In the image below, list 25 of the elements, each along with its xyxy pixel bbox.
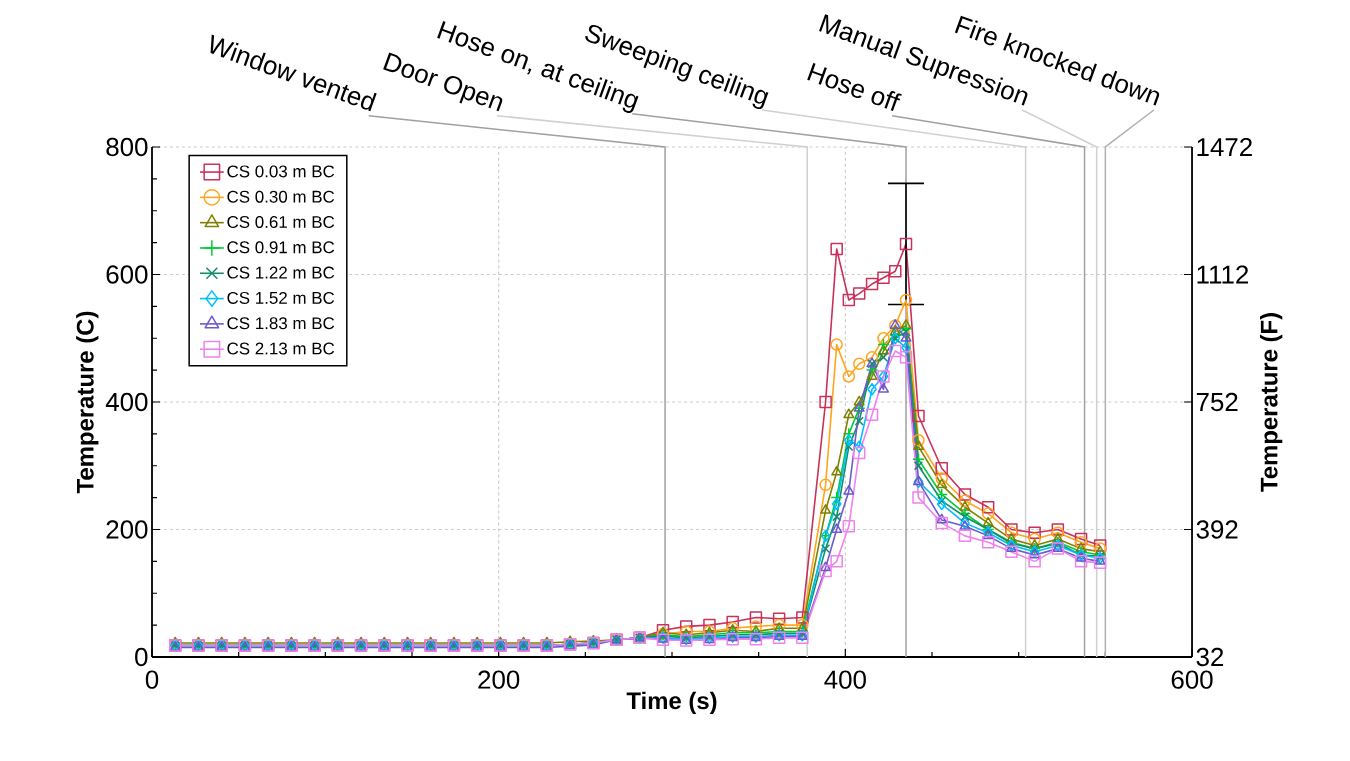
y2-tick-label: 1112 — [1197, 265, 1249, 284]
y-tick-label: 0 — [135, 647, 148, 667]
legend-label: CS 0.30 m BC — [227, 190, 335, 203]
x-tick-label: 400 — [824, 670, 866, 689]
y2-tick-label: 32 — [1196, 647, 1224, 667]
y2-tick-label: 392 — [1196, 520, 1238, 539]
y2-tick-label: 1472 — [1197, 137, 1252, 157]
legend-label: CS 1.52 m BC — [227, 291, 335, 304]
legend-label: CS 0.91 m BC — [227, 241, 335, 254]
y-tick-label: 200 — [106, 520, 148, 539]
legend-label: CS 2.13 m BC — [227, 342, 335, 355]
y-tick-label: 400 — [105, 392, 148, 412]
legend-label: CS 0.03 m BC — [227, 165, 335, 178]
legend-label: CS 1.83 m BC — [227, 317, 335, 330]
y2-axis-title: Temperature (F) — [1260, 313, 1283, 492]
x-tick-label: 200 — [478, 670, 520, 689]
x-axis-title: Time (s) — [626, 691, 717, 714]
y2-tick-label: 752 — [1196, 392, 1238, 412]
legend-label: CS 0.61 m BC — [227, 216, 335, 228]
y-tick-label: 600 — [106, 265, 148, 284]
x-tick-label: 600 — [1171, 670, 1213, 689]
y-tick-label: 800 — [106, 137, 148, 157]
y-axis-title: Temperature (C) — [76, 311, 99, 494]
legend-label: CS 1.22 m BC — [227, 266, 335, 279]
ref-line-label: Hose off — [807, 63, 902, 111]
